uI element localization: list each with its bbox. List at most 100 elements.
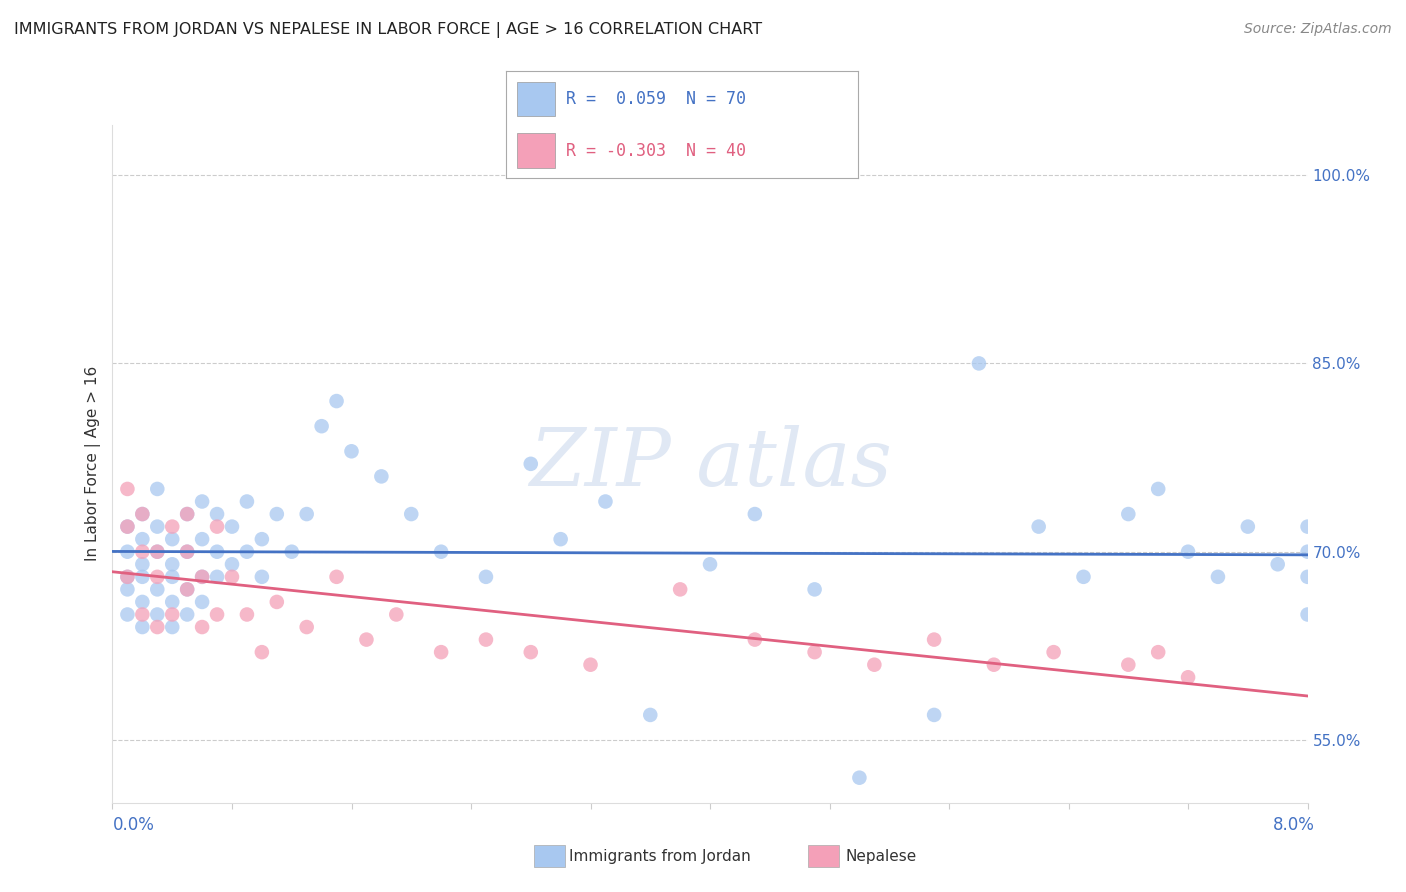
Point [205, 570, 228, 584]
Point [744, 507, 766, 521]
Point [131, 620, 153, 634]
Text: IMMIGRANTS FROM JORDAN VS NEPALESE IN LABOR FORCE | AGE > 16 CORRELATION CHART: IMMIGRANTS FROM JORDAN VS NEPALESE IN LA… [14, 22, 762, 38]
Point [250, 570, 273, 584]
Point [1116, 657, 1139, 672]
Point [117, 582, 139, 597]
Text: ZIP atlas: ZIP atlas [529, 425, 891, 502]
Text: 8.0%: 8.0% [1272, 816, 1315, 834]
Point [744, 632, 766, 647]
Point [983, 657, 1005, 672]
Point [250, 532, 273, 546]
Point [205, 507, 228, 521]
Point [401, 507, 423, 521]
Point [146, 482, 169, 496]
Bar [517, 134, 555, 168]
Point [205, 607, 228, 622]
Bar [517, 82, 555, 116]
Point [162, 570, 183, 584]
Point [595, 494, 617, 508]
Point [176, 607, 198, 622]
Text: R = -0.303  N = 40: R = -0.303 N = 40 [565, 142, 747, 160]
Point [325, 394, 347, 409]
Point [236, 607, 259, 622]
Point [131, 532, 153, 546]
Point [191, 532, 214, 546]
Point [205, 545, 228, 559]
Point [1296, 519, 1319, 533]
Point [146, 607, 169, 622]
Point [117, 570, 139, 584]
Point [1177, 670, 1199, 684]
Point [370, 469, 392, 483]
Point [922, 632, 945, 647]
Point [176, 507, 198, 521]
Point [250, 645, 273, 659]
Point [803, 582, 825, 597]
Point [162, 558, 183, 572]
Point [236, 545, 259, 559]
Point [176, 545, 198, 559]
Point [520, 645, 543, 659]
Y-axis label: In Labor Force | Age > 16: In Labor Force | Age > 16 [86, 367, 101, 561]
Point [162, 595, 183, 609]
Text: Source: ZipAtlas.com: Source: ZipAtlas.com [1244, 22, 1392, 37]
Point [117, 519, 139, 533]
Point [699, 558, 721, 572]
Point [638, 707, 661, 722]
Point [146, 570, 169, 584]
Point [162, 620, 183, 634]
Point [550, 532, 572, 546]
Point [117, 570, 139, 584]
Point [863, 657, 886, 672]
Point [162, 607, 183, 622]
Point [1028, 519, 1050, 533]
Point [131, 507, 153, 521]
Point [176, 582, 198, 597]
Point [281, 545, 304, 559]
Point [191, 620, 214, 634]
Point [1147, 482, 1170, 496]
Point [146, 620, 169, 634]
Point [176, 582, 198, 597]
Point [131, 570, 153, 584]
Point [221, 558, 243, 572]
Text: 0.0%: 0.0% [112, 816, 155, 834]
Point [176, 545, 198, 559]
Point [579, 657, 602, 672]
Point [311, 419, 333, 434]
Point [385, 607, 408, 622]
Point [117, 519, 139, 533]
Point [162, 519, 183, 533]
Point [191, 494, 214, 508]
Point [922, 707, 945, 722]
Point [340, 444, 363, 458]
Point [117, 545, 139, 559]
Point [162, 532, 183, 546]
Point [475, 570, 498, 584]
Point [146, 519, 169, 533]
Point [131, 607, 153, 622]
Point [176, 507, 198, 521]
Point [295, 620, 318, 634]
Point [146, 545, 169, 559]
Point [295, 507, 318, 521]
Point [191, 595, 214, 609]
Point [967, 356, 990, 370]
Point [131, 558, 153, 572]
Point [669, 582, 692, 597]
Point [1206, 570, 1229, 584]
Point [1267, 558, 1289, 572]
Point [1042, 645, 1064, 659]
Point [117, 482, 139, 496]
Point [475, 632, 498, 647]
Point [1296, 545, 1319, 559]
Point [1296, 570, 1319, 584]
Point [803, 645, 825, 659]
Point [1073, 570, 1095, 584]
Point [1296, 607, 1319, 622]
Point [236, 494, 259, 508]
Point [146, 545, 169, 559]
Point [146, 582, 169, 597]
Point [266, 595, 288, 609]
Point [430, 545, 453, 559]
